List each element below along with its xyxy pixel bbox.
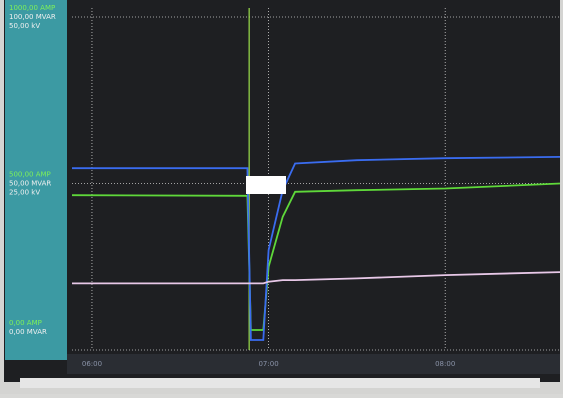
x-tick-label: 07:00 [258,360,278,368]
cursor-tooltip [246,176,286,194]
y-tick-label: 0,00 AMP [9,319,42,327]
y-tick-label: 50,00 MVAR [9,180,51,188]
chart: 0,00 AMP 500,00 AMP 1000,00 AMP 0,00 MVAR 50… [0,0,563,394]
y-tick-label: 0,00 MVAR [9,328,47,336]
y-tick-label: 50,00 kV [9,22,40,30]
y-tick-label: 500,00 AMP [9,171,51,179]
y-tick-label: 100,00 MVAR [9,13,56,21]
x-tick-label: 06:00 [82,360,102,368]
time-bar [67,354,560,374]
page: 0,00 AMP 500,00 AMP 1000,00 AMP 0,00 MVAR 50… [0,0,563,394]
y-tick-label: 1000,00 AMP [9,4,55,12]
x-tick-label: 08:00 [435,360,455,368]
y-tick-label: 25,00 kV [9,189,40,197]
taskbar [20,378,540,388]
